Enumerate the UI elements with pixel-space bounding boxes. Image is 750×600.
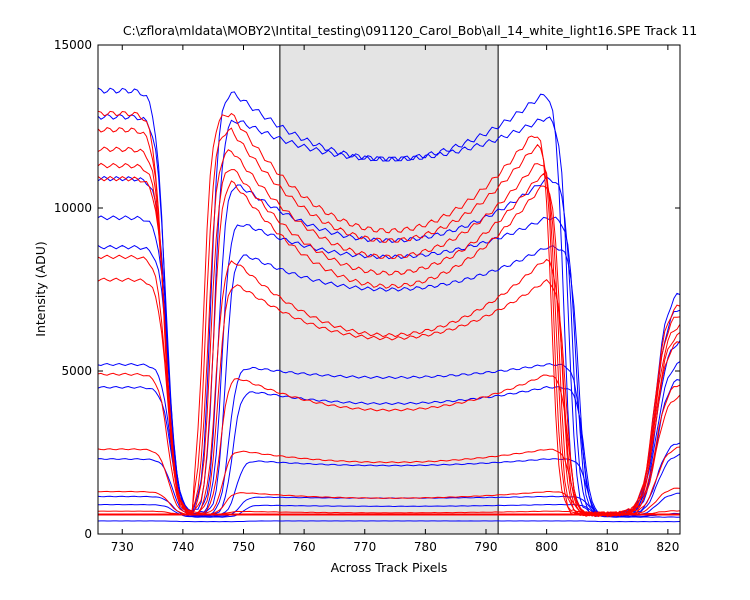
x-axis-label: Across Track Pixels	[331, 560, 448, 575]
y-axis-label: Intensity (ADU)	[33, 241, 48, 336]
series-line-blue-10	[98, 503, 680, 518]
y-tick-label: 10000	[54, 201, 92, 215]
x-tick-label: 730	[111, 540, 134, 554]
y-tick-label: 0	[84, 527, 92, 541]
x-tick-label: 770	[353, 540, 376, 554]
x-tick-label: 740	[171, 540, 194, 554]
x-axis: 730 740 750 760 770 780 790 800 810 820	[111, 45, 679, 554]
x-tick-label: 790	[475, 540, 498, 554]
series-line-blue-11	[98, 520, 680, 523]
y-axis: 0 5000 10000 15000	[54, 38, 680, 541]
axes-frame	[97, 44, 681, 535]
x-tick-label: 760	[293, 540, 316, 554]
chart-title: C:\zflora\mldata\MOBY2\Intital_testing\0…	[123, 23, 697, 38]
x-tick-label: 800	[535, 540, 558, 554]
series-line-red-16	[98, 175, 680, 518]
x-tick-label: 820	[656, 540, 679, 554]
x-tick-label: 750	[232, 540, 255, 554]
x-tick-label: 810	[596, 540, 619, 554]
x-tick-label: 780	[414, 540, 437, 554]
y-tick-label: 5000	[61, 364, 92, 378]
y-tick-label: 15000	[54, 38, 92, 52]
series-group	[98, 87, 680, 523]
